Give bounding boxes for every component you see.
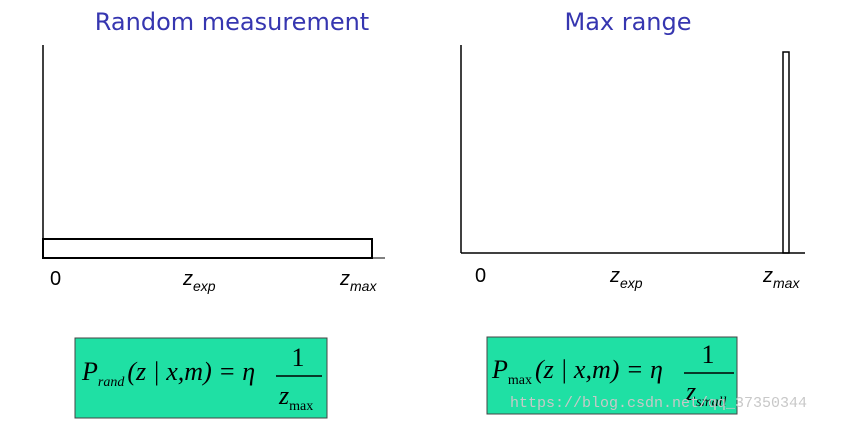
label-base: z [182,268,193,290]
denominator: zsmall [685,377,727,410]
den-sub: max [289,399,313,414]
numerator: 1 [292,343,305,372]
panel-title: Max range [564,8,691,36]
label-base: z [609,265,620,287]
formula-box [74,337,328,419]
axis-label: 0 [475,265,486,287]
formula-p: P [491,355,508,384]
formula-box [486,336,738,415]
label-sub: exp [193,278,216,294]
formula-p: P [81,357,98,386]
numerator: 1 [702,340,715,369]
axis-label: zexp [609,265,643,291]
label-sub: max [773,275,800,291]
axis-label: zexp [182,268,216,294]
label-sub: max [350,278,377,294]
formula-body: (z | x,m) = η [535,355,663,384]
max-spike [782,51,790,254]
watermark: https://blog.csdn.net/qq_37350344 [510,395,807,412]
label-base: z [762,265,773,287]
formula-sub: max [508,373,532,388]
uniform-density [42,238,373,259]
axis-label: zmax [762,265,800,291]
den-base: z [685,377,696,406]
axis-label: zmax [339,268,377,294]
axis-label: 0 [50,268,61,290]
formula-sub: rand [98,375,125,390]
den-sub: small [696,395,726,410]
label-sub: exp [620,275,643,291]
formula-body: (z | x,m) = η [127,357,255,386]
panel-title: Random measurement [95,8,369,36]
formula: Pmax (z | x,m) = η [491,355,663,388]
denominator: zmax [278,381,313,414]
den-base: z [278,381,289,410]
formula: Prand (z | x,m) = η [81,357,255,390]
label-base: z [339,268,350,290]
